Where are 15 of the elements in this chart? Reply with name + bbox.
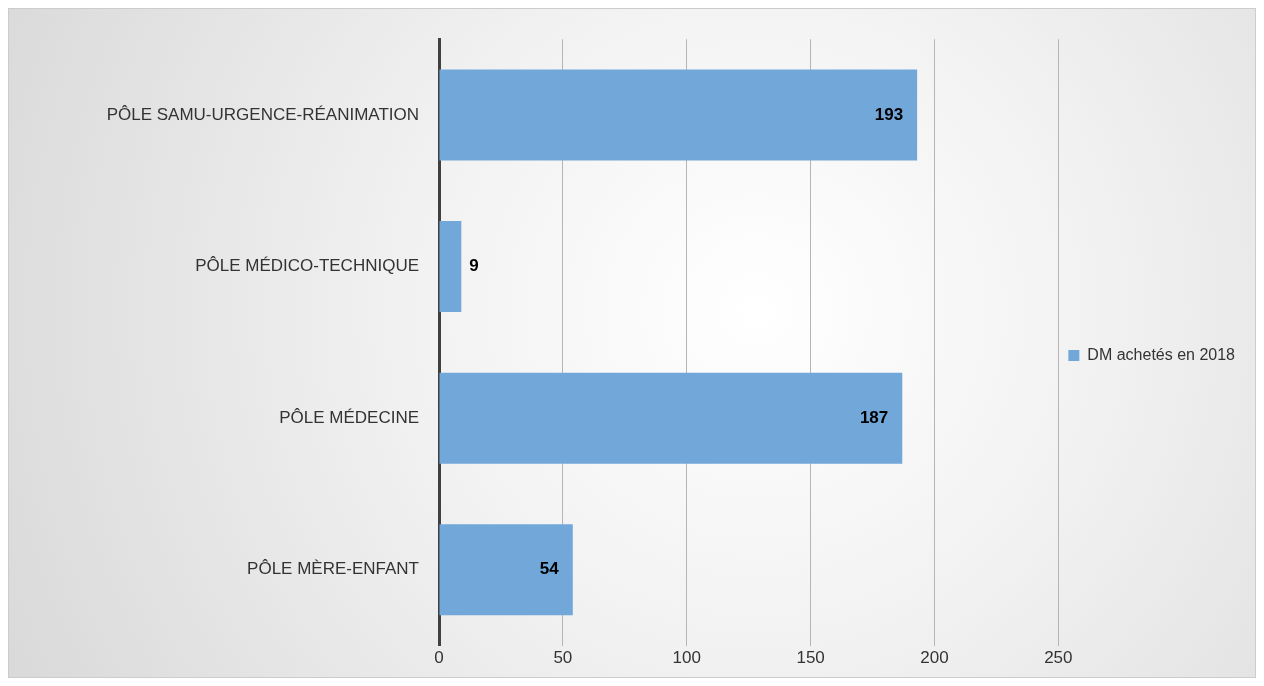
x-tick-label: 150 xyxy=(796,648,825,668)
x-tick-label: 0 xyxy=(434,648,444,668)
x-tick-label: 100 xyxy=(672,648,701,668)
x-tick-label: 200 xyxy=(920,648,949,668)
y-tick-label: PÔLE SAMU-URGENCE-RÉANIMATION xyxy=(106,104,419,124)
y-tick-label: PÔLE MÉDECINE xyxy=(279,407,419,427)
x-tick-label: 50 xyxy=(553,648,573,668)
data-label: 187 xyxy=(859,407,889,427)
y-tick-label: PÔLE MÉDICO-TECHNIQUE xyxy=(195,256,419,276)
x-tick-label: 250 xyxy=(1044,648,1073,668)
data-label: 9 xyxy=(469,256,479,276)
y-tick-label: PÔLE MÈRE-ENFANT xyxy=(247,559,419,579)
data-label: 54 xyxy=(539,559,560,579)
legend-label: DM achetés en 2018 xyxy=(1087,345,1236,363)
data-label: 193 xyxy=(874,104,904,124)
